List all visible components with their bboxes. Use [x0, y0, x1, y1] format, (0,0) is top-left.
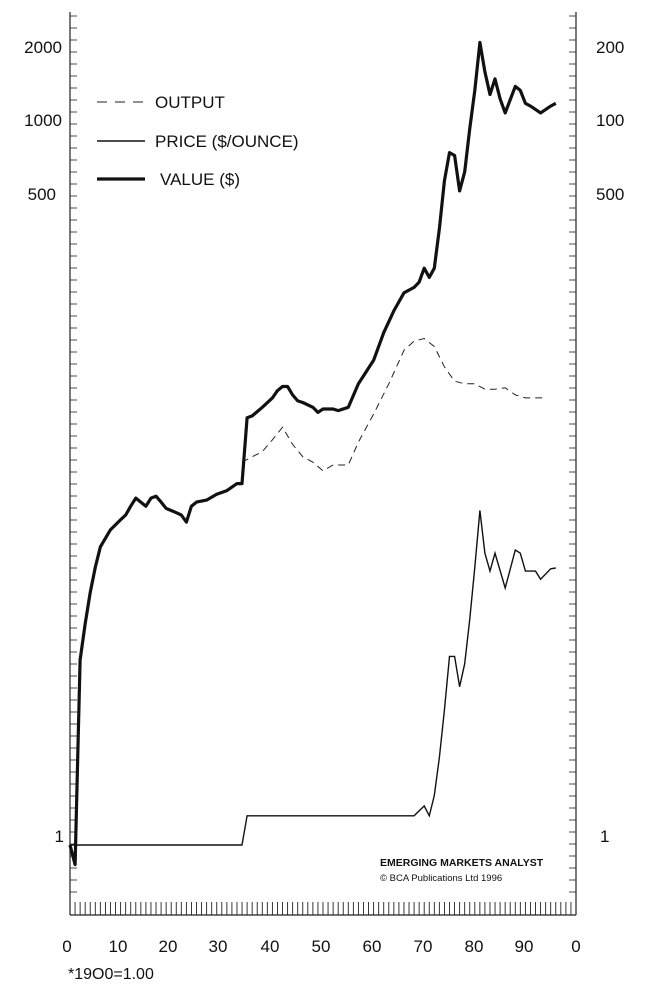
x-tick-30: 30	[209, 937, 228, 956]
credit-title: EMERGING MARKETS ANALYST	[380, 857, 544, 869]
y-tick-left-1: 1	[55, 827, 64, 846]
y-tick-right-500: 500	[596, 185, 624, 204]
x-tick-50: 50	[312, 937, 331, 956]
x-tick-90: 90	[515, 937, 534, 956]
y-tick-right-1: 1	[600, 827, 609, 846]
x-tick-40: 40	[261, 937, 280, 956]
year-tick-strip	[69, 902, 577, 915]
left-y-ticks	[70, 15, 77, 893]
footnote: *19O0=1.00	[68, 966, 154, 983]
x-tick-10: 10	[109, 937, 128, 956]
y-tick-right-200: 200	[596, 38, 624, 57]
x-tick-100: 0	[571, 937, 580, 956]
y-tick-right-100: 100	[596, 111, 624, 130]
legend: OUTPUT PRICE ($/OUNCE) VALUE ($)	[97, 93, 299, 189]
x-tick-70: 70	[414, 937, 433, 956]
y-tick-left-500: 500	[28, 185, 56, 204]
legend-label-price: PRICE ($/OUNCE)	[155, 132, 299, 151]
right-y-ticks	[569, 15, 576, 893]
series-line-value	[68, 40, 557, 867]
legend-label-output: OUTPUT	[155, 93, 225, 112]
x-tick-80: 80	[465, 937, 484, 956]
y-tick-left-1000: 1000	[24, 111, 62, 130]
x-tick-20: 20	[159, 937, 178, 956]
series-line-price	[70, 510, 556, 846]
legend-label-value: VALUE ($)	[160, 170, 240, 189]
series-line-output	[241, 337, 546, 472]
credit-subtitle: © BCA Publications Ltd 1996	[380, 873, 502, 884]
x-tick-60: 60	[363, 937, 382, 956]
x-tick-0: 0	[62, 937, 71, 956]
y-tick-left-2000: 2000	[24, 38, 62, 57]
